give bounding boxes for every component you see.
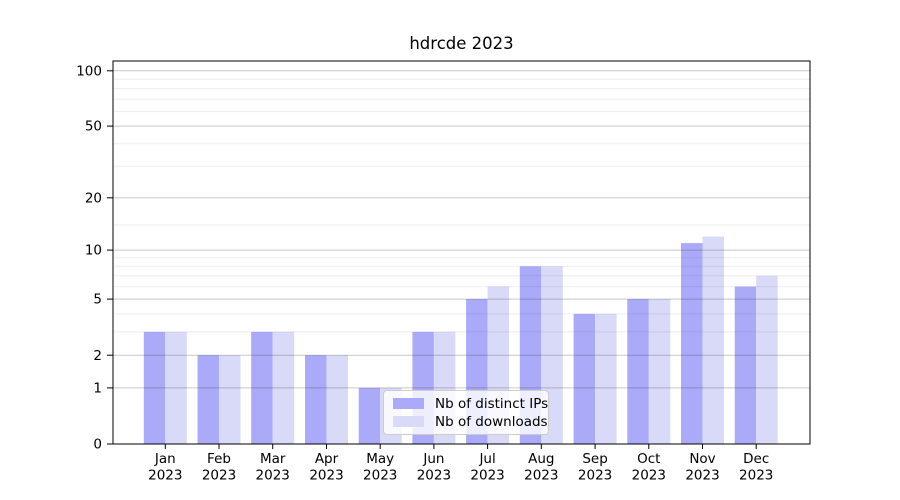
series-downloads (165, 236, 778, 444)
bar-jan-downloads (165, 331, 187, 444)
bar-dec-downloads (756, 275, 778, 444)
x-tick-label-sep: Sep 2023 (578, 451, 612, 484)
y-tick-label-100: 100 (76, 63, 102, 79)
x-tick-label-jul: Jul 2023 (470, 451, 504, 484)
bar-feb-distinct-ips (197, 355, 219, 444)
x-axis: Jan 2023 Feb 2023 Mar 2023 Apr 2023 May 2023 Jun 20… (148, 444, 773, 484)
plot-border (112, 60, 811, 445)
x-tick-label-jun: Jun 2023 (417, 451, 451, 484)
gridlines-minor (113, 78, 810, 333)
bar-nov-distinct-ips (681, 243, 703, 444)
legend-label-distinct-ips: Nb of distinct IPs (435, 395, 549, 412)
y-tick-label-5: 5 (93, 292, 102, 308)
bar-sep-distinct-ips (573, 313, 596, 444)
y-axis: 0 1 2 5 10 20 50 100 (76, 63, 113, 453)
bar-feb-downloads (219, 355, 241, 444)
bar-nov-downloads (702, 236, 724, 444)
bar-may-distinct-ips (358, 387, 381, 444)
x-tick-label-jan: Jan 2023 (148, 451, 182, 484)
legend-label-downloads: Nb of downloads (435, 413, 548, 430)
bar-apr-downloads (326, 355, 348, 444)
bar-sep-downloads (595, 313, 617, 444)
legend-swatch-downloads (393, 416, 424, 427)
x-tick-label-aug: Aug 2023 (524, 451, 558, 484)
x-tick-label-dec: Dec 2023 (739, 451, 773, 484)
x-tick-label-oct: Oct 2023 (632, 451, 666, 484)
legend-swatch-distinct-ips (393, 398, 424, 409)
x-tick-label-apr: Apr 2023 (309, 451, 343, 484)
bar-dec-distinct-ips (734, 286, 757, 444)
legend-item-downloads: Nb of downloads (393, 413, 548, 430)
y-tick-label-1: 1 (93, 381, 102, 397)
bar-mar-downloads (272, 331, 295, 444)
bar-oct-downloads (648, 299, 671, 444)
y-tick-label-20: 20 (85, 190, 102, 206)
x-tick-label-may: May 2023 (363, 451, 397, 484)
bar-mar-distinct-ips (251, 331, 273, 444)
x-tick-label-nov: Nov 2023 (685, 451, 719, 484)
y-tick-label-50: 50 (85, 119, 102, 135)
legend: Nb of distinct IPs Nb of downloads (383, 390, 549, 435)
legend-item-distinct-ips: Nb of distinct IPs (393, 395, 549, 412)
bar-oct-distinct-ips (627, 299, 649, 444)
chart-title: hdrcde 2023 (409, 34, 514, 53)
gridlines-major (113, 70, 810, 389)
y-tick-label-2: 2 (93, 348, 102, 364)
y-tick-label-0: 0 (93, 437, 102, 453)
x-tick-label-mar: Mar 2023 (256, 451, 290, 484)
bar-jan-distinct-ips (143, 331, 166, 444)
bar-apr-distinct-ips (305, 355, 327, 444)
y-tick-label-10: 10 (85, 243, 102, 259)
x-tick-label-feb: Feb 2023 (202, 451, 236, 484)
